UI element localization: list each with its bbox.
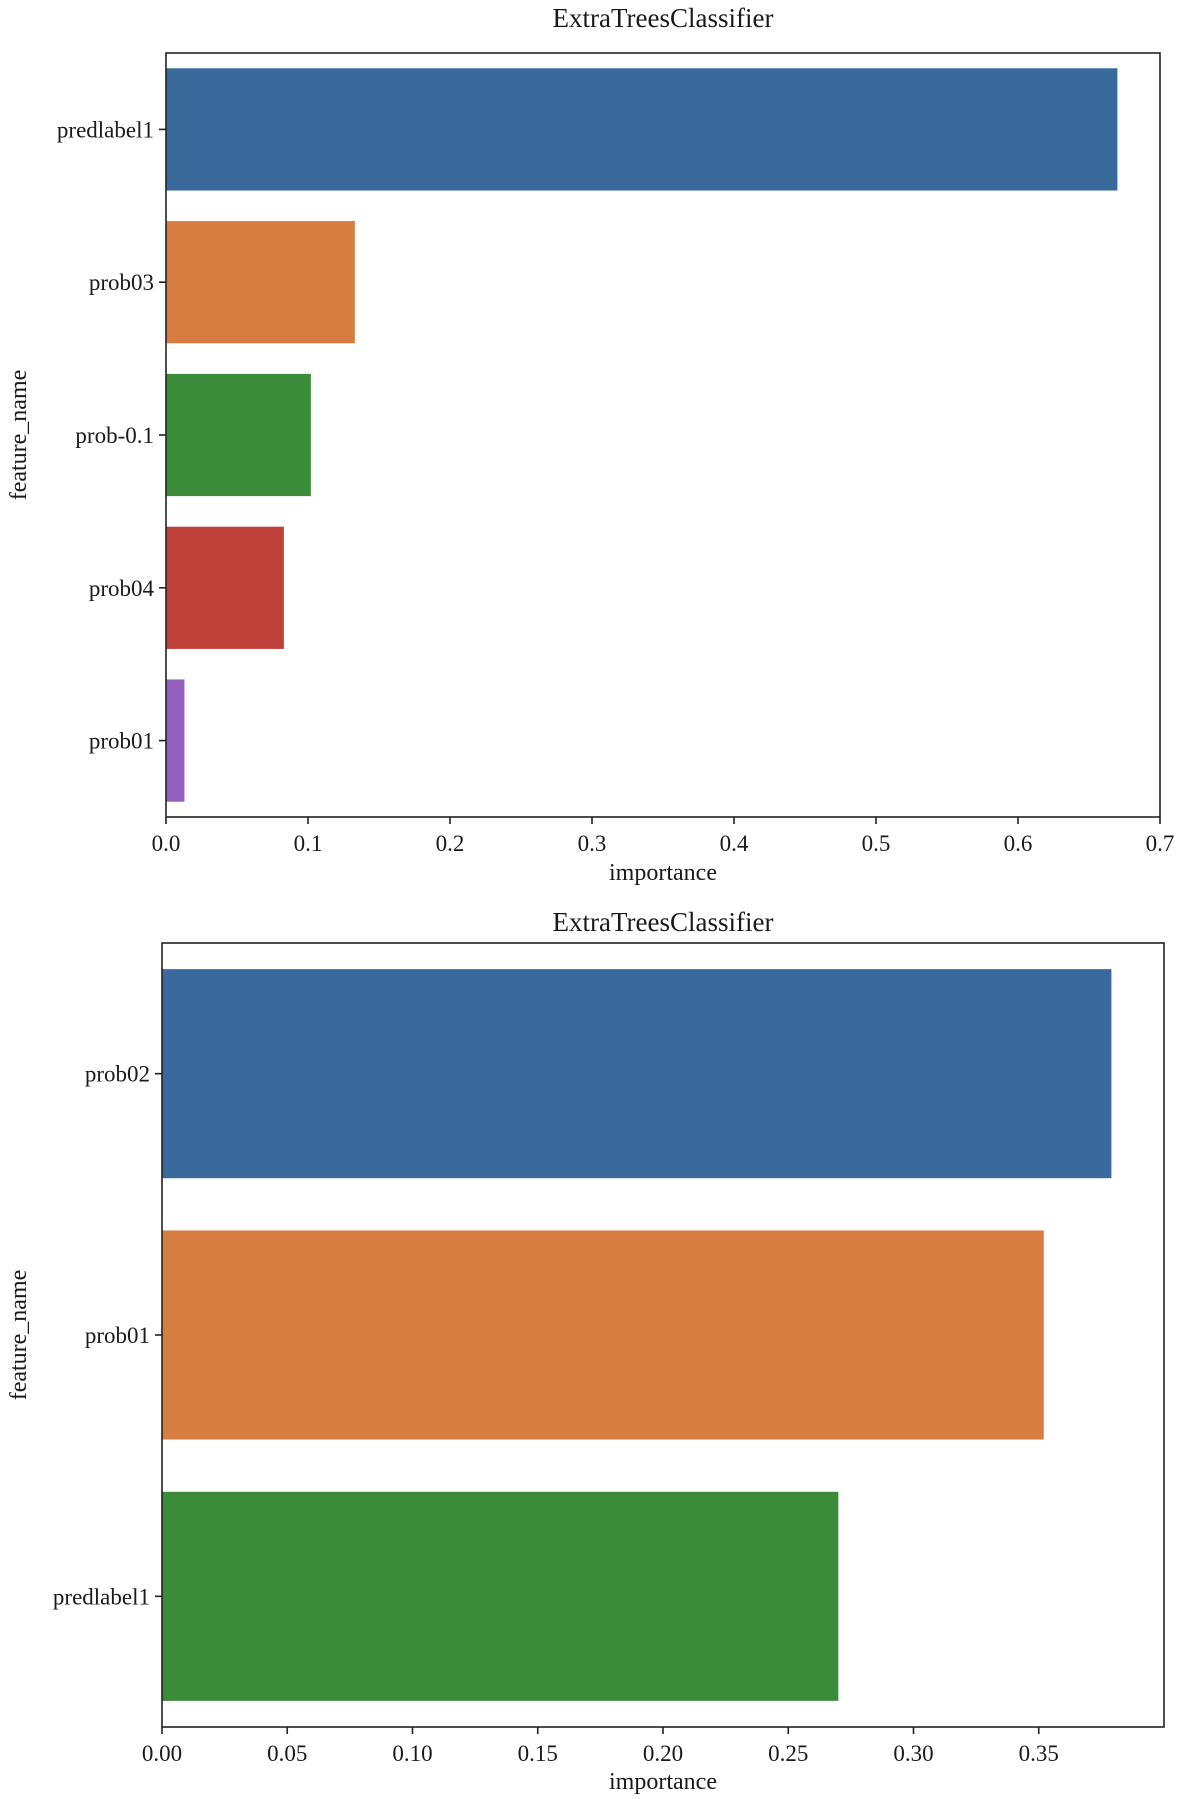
bar-prob04 <box>166 526 284 649</box>
y-tick-label: prob01 <box>85 1323 150 1348</box>
chart-title: ExtraTreesClassifier <box>553 907 774 937</box>
x-tick-label: 0.10 <box>392 1741 432 1766</box>
y-tick-label: prob-0.1 <box>75 423 154 448</box>
x-tick-label: 0.20 <box>643 1741 683 1766</box>
x-tick-label: 0.6 <box>1004 831 1033 856</box>
y-tick-label: predlabel1 <box>53 1584 150 1609</box>
x-tick-label: 0.7 <box>1146 831 1175 856</box>
bar-prob-0.1 <box>166 373 311 497</box>
bar-prob03 <box>166 221 355 344</box>
chart-title: ExtraTreesClassifier <box>553 3 774 33</box>
x-tick-label: 0.5 <box>862 831 891 856</box>
x-tick-label: 0.15 <box>518 1741 558 1766</box>
x-tick-label: 0.00 <box>142 1741 182 1766</box>
plot-frame <box>165 52 1161 818</box>
y-tick-label: prob02 <box>85 1062 150 1087</box>
x-tick-label: 0.0 <box>152 831 181 856</box>
x-axis-label: importance <box>609 860 717 886</box>
y-tick-label: predlabel1 <box>57 117 154 142</box>
x-axis-label: importance <box>609 1769 717 1795</box>
y-tick-label: prob04 <box>89 576 155 601</box>
bar-predlabel1 <box>162 1491 839 1701</box>
x-tick-label: 0.30 <box>893 1741 933 1766</box>
x-tick-label: 0.05 <box>267 1741 307 1766</box>
x-tick-label: 0.35 <box>1019 1741 1059 1766</box>
x-tick-label: 0.2 <box>436 831 465 856</box>
y-tick-label: prob01 <box>89 729 154 754</box>
x-tick-label: 0.4 <box>720 831 749 856</box>
y-axis-label: feature_name <box>6 370 32 501</box>
bar-prob02 <box>162 969 1112 1179</box>
bar-prob01 <box>162 1230 1044 1440</box>
x-tick-label: 0.3 <box>578 831 607 856</box>
bar-prob01 <box>166 679 185 802</box>
x-tick-label: 0.25 <box>768 1741 808 1766</box>
y-axis-label: feature_name <box>6 1270 32 1401</box>
y-tick-label: prob03 <box>89 270 154 295</box>
bar-predlabel1 <box>166 68 1118 191</box>
x-tick-label: 0.1 <box>294 831 323 856</box>
